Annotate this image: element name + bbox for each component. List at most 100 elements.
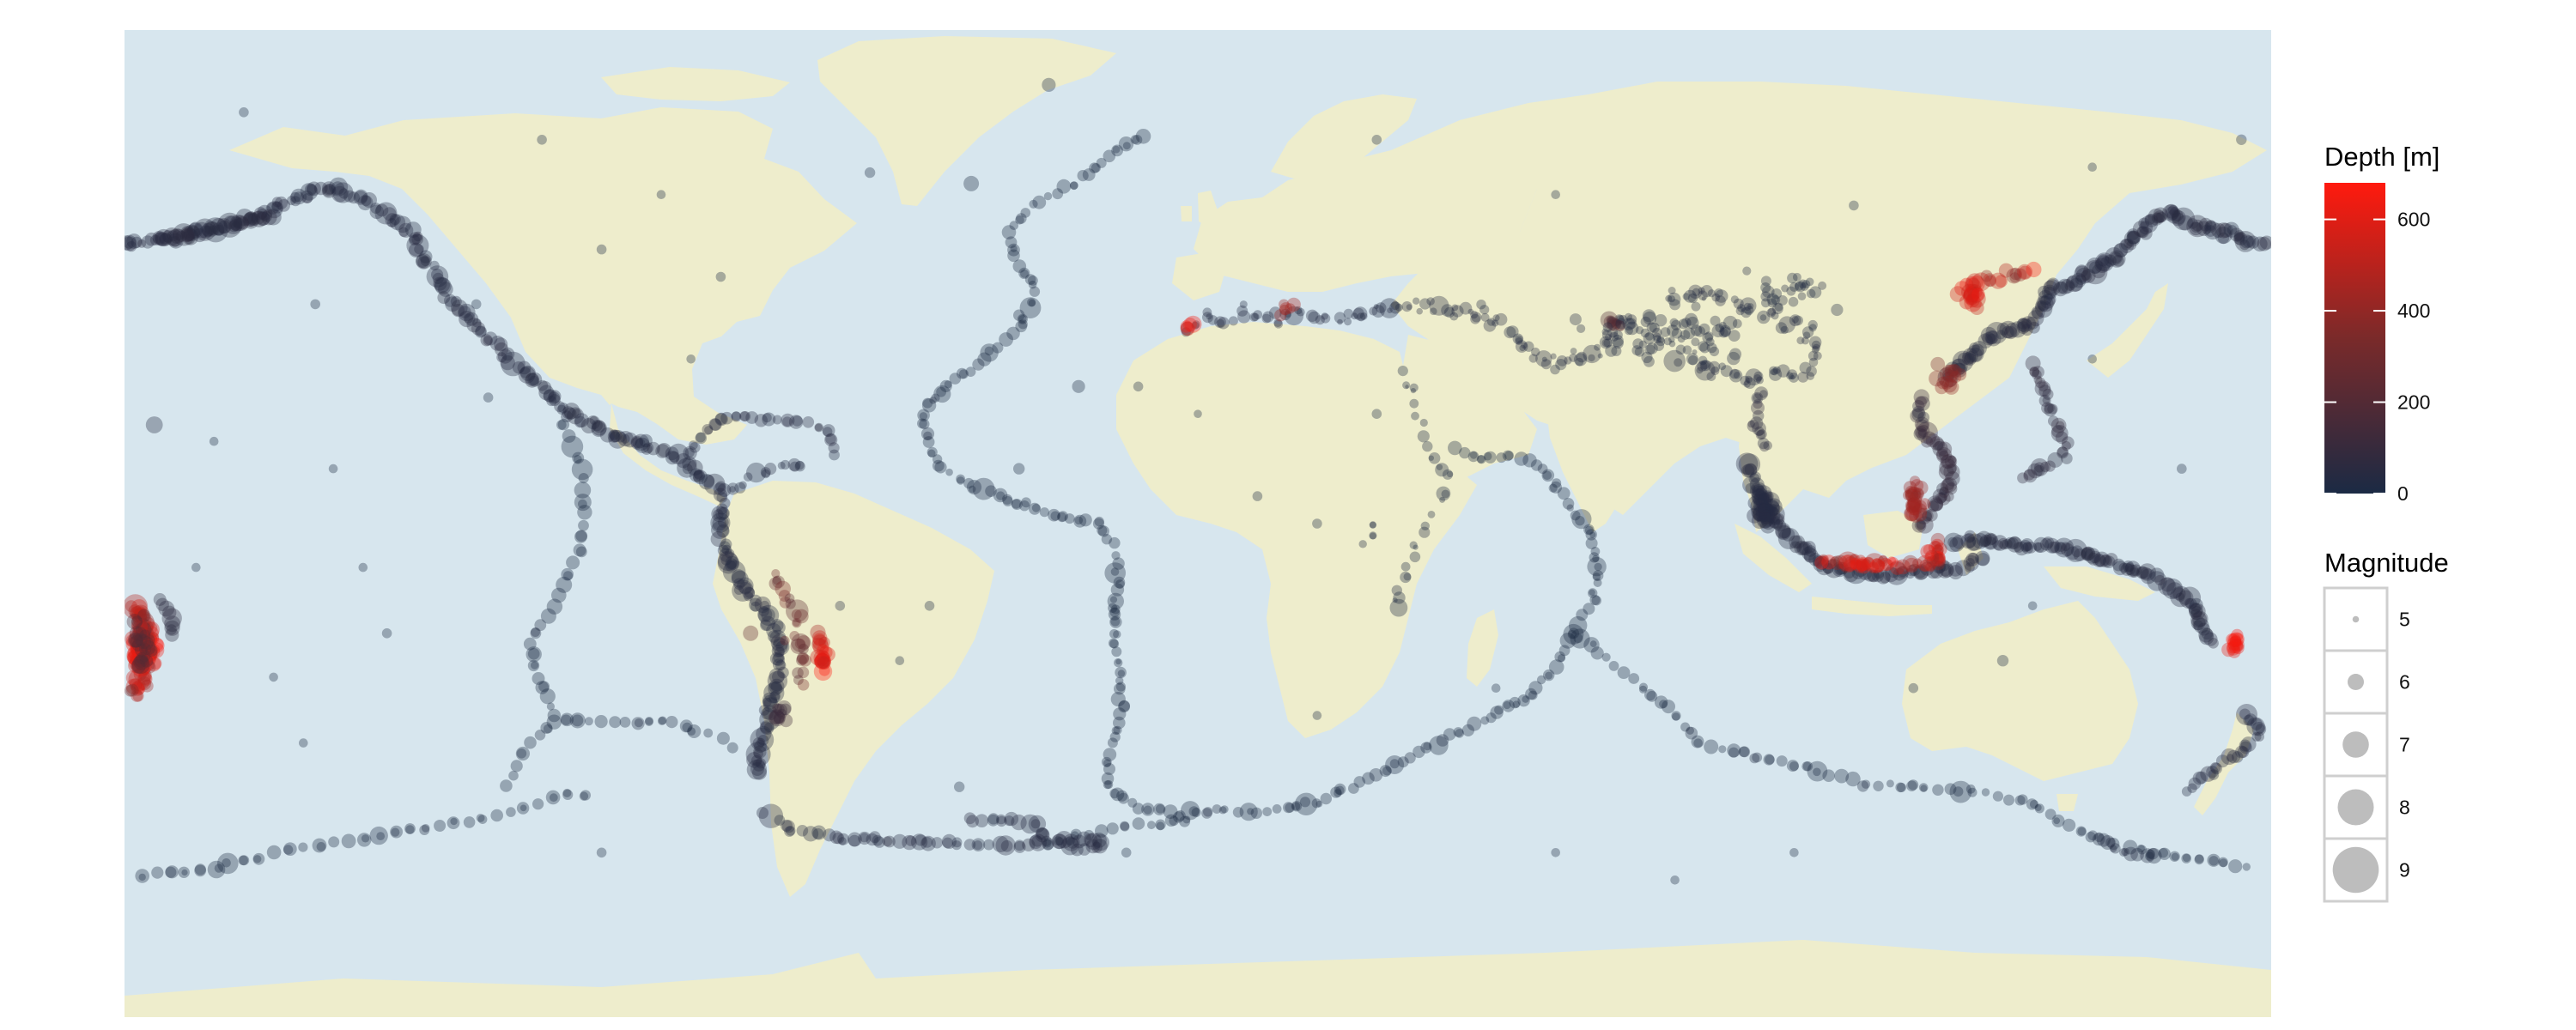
earthquake-point (1353, 306, 1368, 321)
earthquake-point (1932, 488, 1948, 504)
earthquake-point (1904, 557, 1919, 573)
earthquake-point (302, 193, 313, 203)
earthquake-point (2232, 641, 2245, 655)
earthquake-point (1416, 307, 1423, 315)
earthquake-point (1092, 839, 1108, 854)
earthquake-point (136, 627, 150, 642)
earthquake-point (2034, 803, 2044, 814)
earthquake-point (1754, 488, 1765, 498)
earthquake-point (134, 608, 150, 624)
earthquake-point (1777, 527, 1800, 549)
magnitude-key-circle (2332, 846, 2379, 894)
earthquake-point (1698, 323, 1710, 335)
earthquake-point (1420, 742, 1432, 754)
earthquake-point (540, 722, 553, 734)
earthquake-point (257, 204, 273, 221)
earthquake-point (1727, 743, 1741, 758)
earthquake-point (1752, 752, 1763, 763)
earthquake-point (1055, 837, 1065, 846)
earthquake-point (193, 221, 210, 239)
earthquake-point (1772, 366, 1781, 374)
earthquake-point (1261, 313, 1272, 324)
earthquake-point (1953, 786, 1964, 797)
earthquake-point (1564, 356, 1572, 365)
earthquake-point (920, 427, 935, 440)
earthquake-point (1811, 340, 1821, 350)
earthquake-point (1133, 381, 1144, 392)
earthquake-point (1906, 780, 1917, 791)
earthquake-point (1470, 313, 1480, 324)
earthquake-point (814, 653, 830, 670)
earthquake-point (2158, 848, 2168, 858)
earthquake-point (2145, 849, 2155, 859)
earthquake-point (1991, 535, 2008, 551)
earthquake-point (1787, 369, 1798, 379)
earthquake-point (1913, 389, 1929, 405)
earthquake-point (1130, 135, 1140, 144)
earthquake-point (1943, 464, 1960, 481)
earthquake-point (1552, 478, 1562, 488)
earthquake-point (818, 664, 830, 676)
earthquake-point (761, 469, 771, 479)
earthquake-point (1649, 322, 1660, 333)
earthquake-point (490, 809, 503, 822)
earthquake-point (2113, 243, 2128, 258)
earthquake-point (717, 552, 739, 574)
earthquake-point (1589, 531, 1596, 538)
earthquake-point (1750, 416, 1764, 430)
earthquake-point (1953, 368, 1967, 381)
earthquake-point (1965, 536, 1981, 552)
earthquake-point (682, 464, 693, 475)
earthquake-point (253, 855, 262, 863)
earthquake-point (773, 651, 785, 663)
earthquake-point (1470, 311, 1479, 319)
earthquake-point (1295, 792, 1318, 815)
earthquake-point (1835, 563, 1846, 575)
earthquake-point (1279, 299, 1290, 310)
earthquake-point (1446, 470, 1454, 478)
earthquake-point (719, 548, 733, 562)
earthquake-point (1931, 540, 1941, 550)
earthquake-point (1082, 168, 1096, 181)
earthquake-point (144, 232, 159, 246)
earthquake-point (688, 440, 698, 451)
earthquake-point (1868, 570, 1880, 583)
earthquake-point (1747, 303, 1754, 310)
earthquake-point (829, 830, 843, 845)
earthquake-point (1718, 321, 1727, 330)
earthquake-point (1423, 742, 1432, 751)
earthquake-point (1029, 834, 1043, 850)
earthquake-point (720, 554, 732, 566)
earthquake-point (755, 758, 767, 769)
earthquake-point (223, 215, 237, 229)
earthquake-point (1643, 332, 1656, 345)
earthquake-point (1975, 550, 1990, 566)
earthquake-point (1624, 326, 1633, 336)
earthquake-point (1428, 452, 1441, 464)
earthquake-point (483, 331, 498, 346)
earthquake-point (769, 651, 784, 666)
earthquake-point (1116, 790, 1128, 802)
earthquake-point (1808, 336, 1822, 349)
earthquake-point (771, 645, 785, 658)
landmass-india (1546, 395, 1666, 532)
earthquake-point (438, 282, 453, 297)
earthquake-point (635, 438, 646, 449)
earthquake-point (1984, 330, 1999, 344)
earthquake-point (201, 222, 216, 237)
earthquake-point (234, 217, 246, 229)
earthquake-point (1753, 505, 1771, 523)
earthquake-point (1967, 552, 1979, 564)
earthquake-point (1559, 633, 1577, 649)
earthquake-point (1983, 273, 1996, 287)
earthquake-point (1738, 746, 1750, 758)
earthquake-point (1918, 498, 1931, 510)
earthquake-point (370, 203, 382, 214)
earthquake-point (1042, 839, 1052, 848)
earthquake-point (1749, 753, 1760, 764)
earthquake-point (1941, 453, 1956, 470)
earthquake-point (2038, 301, 2049, 312)
earthquake-point (1585, 537, 1598, 549)
earthquake-point (2255, 724, 2265, 734)
earthquake-point (922, 436, 935, 448)
